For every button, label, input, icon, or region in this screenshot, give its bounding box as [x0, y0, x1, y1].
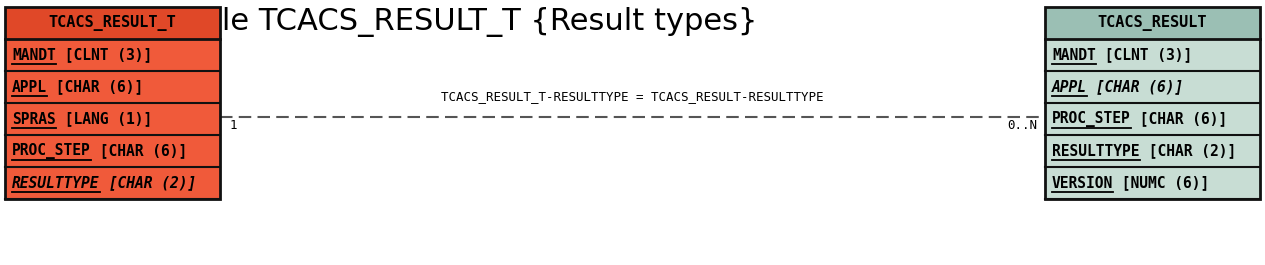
Text: [CHAR (6)]: [CHAR (6)]: [1131, 112, 1227, 126]
Text: SAP ABAP table TCACS_RESULT_T {Result types}: SAP ABAP table TCACS_RESULT_T {Result ty…: [11, 7, 758, 37]
Text: [CHAR (6)]: [CHAR (6)]: [1087, 80, 1183, 95]
Text: MANDT: MANDT: [1052, 47, 1095, 63]
Text: MANDT: MANDT: [11, 47, 56, 63]
Text: [CHAR (6)]: [CHAR (6)]: [91, 144, 187, 158]
Text: TCACS_RESULT: TCACS_RESULT: [1098, 15, 1207, 31]
Bar: [5, 7, 220, 199]
Bar: [1045, 7, 1260, 39]
Text: [CHAR (2)]: [CHAR (2)]: [100, 175, 196, 191]
Text: [LANG (1)]: [LANG (1)]: [56, 112, 152, 126]
Bar: [1045, 7, 1260, 199]
Text: APPL: APPL: [11, 80, 47, 95]
Bar: [5, 7, 220, 39]
Text: TCACS_RESULT_T-RESULTTYPE = TCACS_RESULT-RESULTTYPE: TCACS_RESULT_T-RESULTTYPE = TCACS_RESULT…: [441, 90, 824, 103]
Bar: [5, 7, 220, 199]
Text: [CLNT (3)]: [CLNT (3)]: [1095, 47, 1192, 63]
Bar: [1045, 7, 1260, 199]
Text: [CHAR (2)]: [CHAR (2)]: [1140, 144, 1236, 158]
Text: TCACS_RESULT_T: TCACS_RESULT_T: [48, 15, 176, 31]
Text: SPRAS: SPRAS: [11, 112, 56, 126]
Text: 1: 1: [230, 119, 238, 132]
Text: APPL: APPL: [1052, 80, 1087, 95]
Text: VERSION: VERSION: [1052, 175, 1113, 191]
Text: [NUMC (6)]: [NUMC (6)]: [1113, 175, 1209, 191]
Text: RESULTTYPE: RESULTTYPE: [1052, 144, 1140, 158]
Text: [CLNT (3)]: [CLNT (3)]: [56, 47, 152, 63]
Text: RESULTTYPE: RESULTTYPE: [11, 175, 100, 191]
Text: PROC_STEP: PROC_STEP: [1052, 111, 1131, 127]
Text: PROC_STEP: PROC_STEP: [11, 143, 91, 159]
Text: [CHAR (6)]: [CHAR (6)]: [47, 80, 143, 95]
Text: 0..N: 0..N: [1007, 119, 1037, 132]
